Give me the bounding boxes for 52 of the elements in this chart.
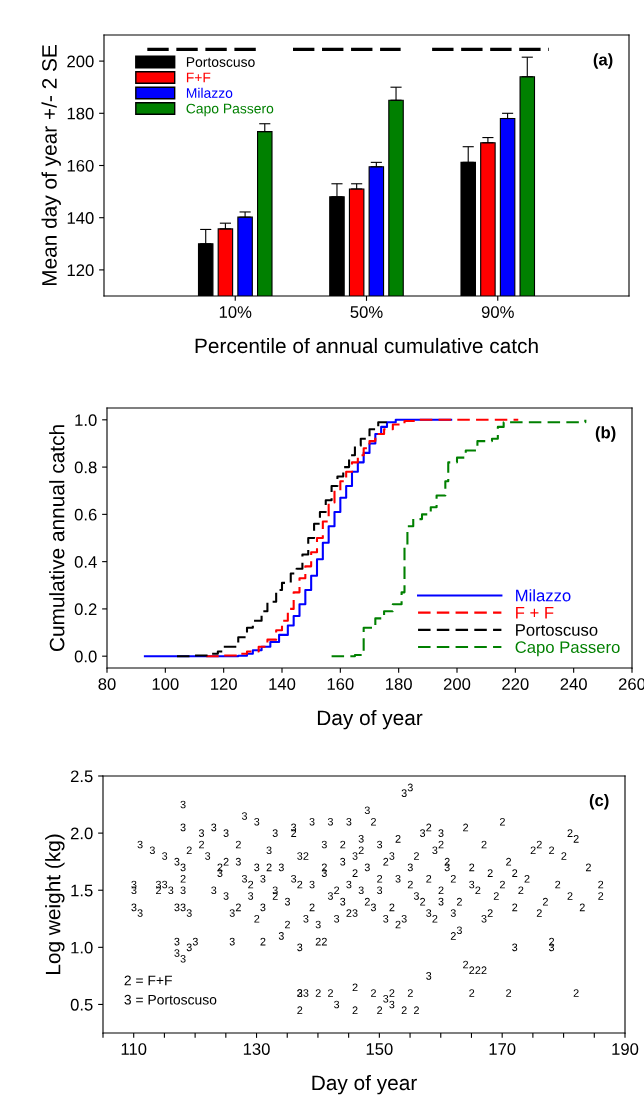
y-tick-label: 2.5 (70, 770, 93, 783)
annotation: 3 = Portoscuso (124, 994, 217, 1005)
y-tick-label: 0.4 (74, 556, 97, 568)
x-tick-label: 50% (350, 306, 383, 318)
y-tick-label: 1.0 (75, 414, 97, 427)
y-tick-label: 120 (67, 264, 94, 277)
legend-label: F+F (186, 72, 211, 83)
y-tick-label: 0.8 (74, 461, 97, 474)
y-tick-label: 200 (67, 55, 94, 68)
legend-label: F + F (516, 607, 554, 619)
x-tick-label: 200 (443, 678, 471, 690)
x-tick-label: 110 (121, 1043, 147, 1055)
x-tick-label: 170 (489, 1043, 516, 1055)
annotation: (a) (593, 53, 613, 69)
x-tick-label: 240 (560, 678, 587, 690)
x-tick-label: 160 (327, 678, 354, 690)
annotation: 2 = F+F (124, 975, 172, 986)
legend-label: Capo Passero (515, 641, 620, 657)
x-axis-title: Day of year (317, 709, 423, 730)
x-tick-label: 190 (612, 1043, 639, 1055)
y-tick-label: 2.0 (70, 827, 93, 840)
y-axis-title: Mean day of year +/- 2 SE (41, 45, 61, 286)
y-tick-label: 1.0 (71, 941, 93, 954)
x-tick-label: 140 (269, 678, 296, 690)
annotation: (c) (589, 793, 609, 810)
legend-label: Capo Passero (186, 103, 274, 117)
y-axis-title: Log weight (kg) (45, 834, 65, 974)
x-axis-title: Percentile of annual cumulative catch (195, 337, 538, 354)
x-tick-label: 80 (98, 678, 116, 690)
y-tick-label: 0.0 (74, 650, 97, 663)
y-tick-label: 0.2 (74, 603, 97, 616)
x-axis-title: Day of year (312, 1074, 417, 1095)
legend-label: Milazzo (516, 589, 571, 602)
x-tick-label: 120 (211, 678, 237, 690)
x-tick-label: 220 (502, 678, 529, 690)
x-tick-label: 130 (243, 1043, 270, 1055)
y-tick-label: 0.6 (74, 508, 97, 521)
x-tick-label: 10% (219, 306, 252, 318)
legend-label: Portoscuso (186, 57, 255, 67)
y-tick-label: 140 (67, 212, 94, 224)
y-tick-label: 180 (67, 107, 94, 120)
x-tick-label: 150 (366, 1043, 393, 1055)
x-tick-label: 180 (386, 678, 412, 690)
annotation: (b) (595, 426, 616, 442)
x-tick-label: 90% (481, 306, 514, 318)
legend-label: Milazzo (186, 87, 233, 98)
x-tick-label: 100 (152, 678, 179, 690)
y-tick-label: 0.5 (70, 998, 93, 1011)
y-tick-label: 1.5 (71, 884, 93, 897)
y-tick-label: 160 (67, 159, 94, 172)
legend-label: Portoscuso (516, 624, 598, 636)
y-axis-title: Cumulative annual catch (49, 425, 65, 651)
